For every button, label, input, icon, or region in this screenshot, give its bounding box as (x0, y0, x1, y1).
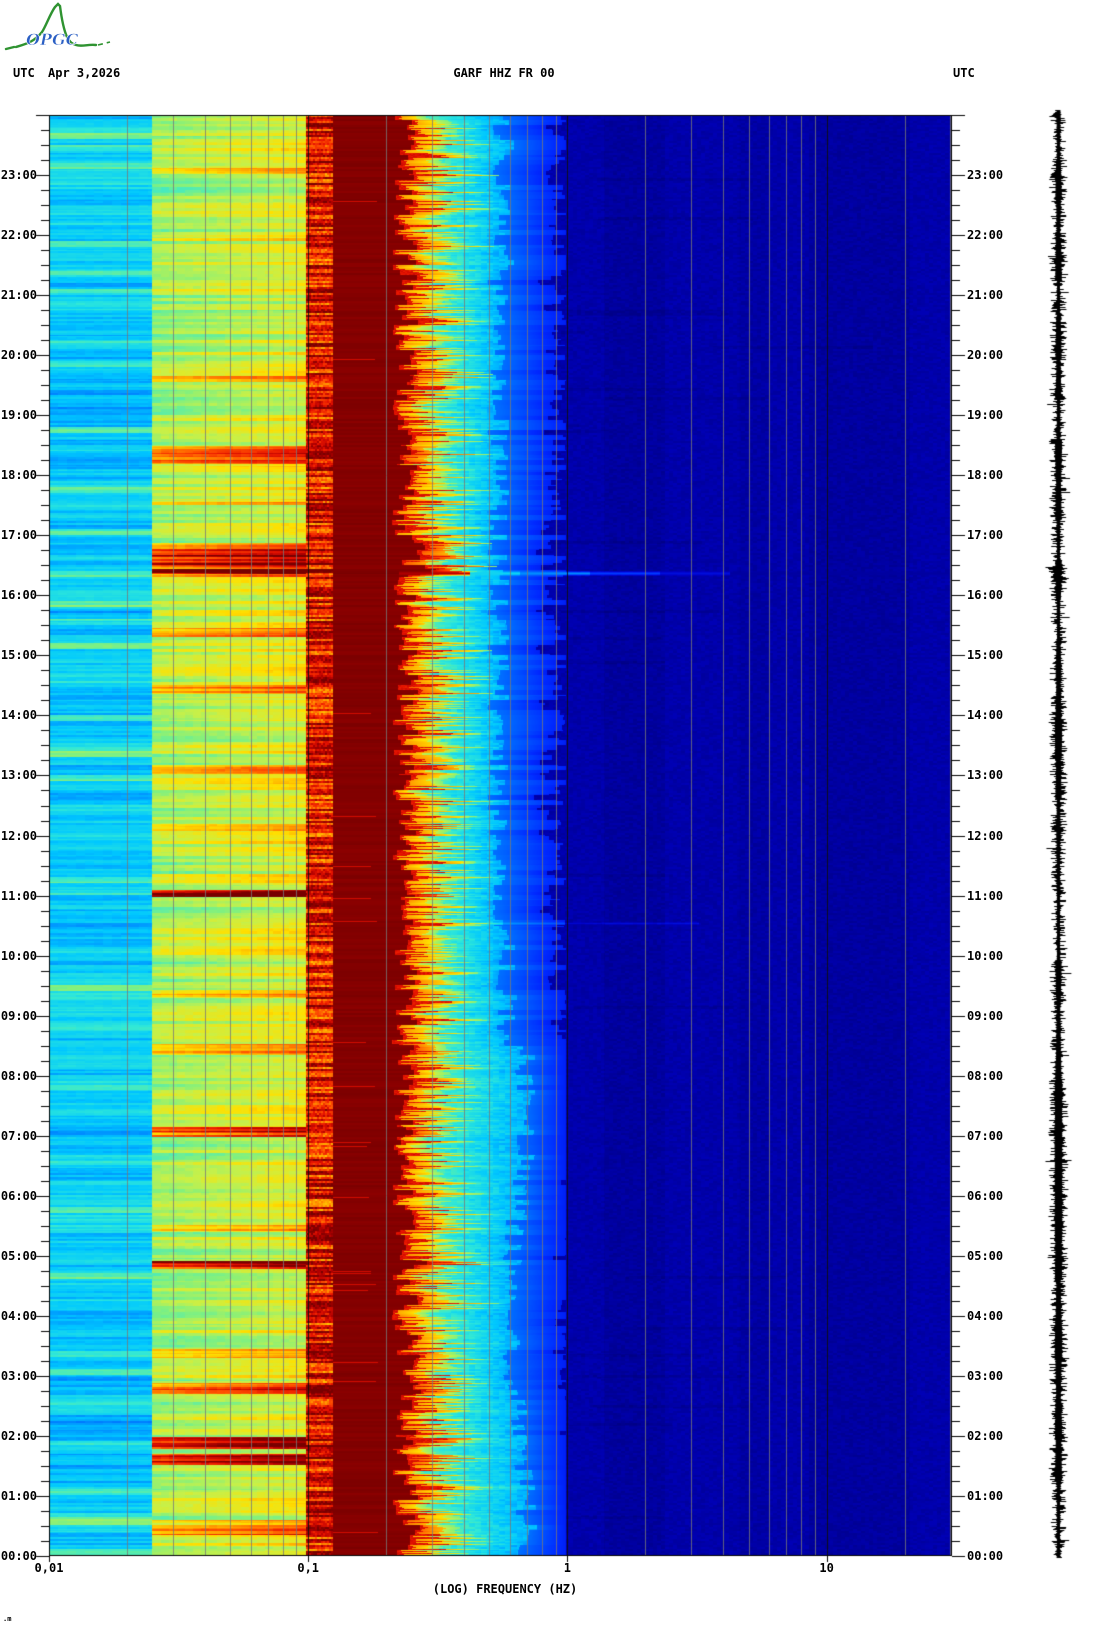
y-axis-label-right: 18:00 (967, 468, 1004, 483)
y-axis-label-right: 06:00 (967, 1188, 1004, 1203)
y-axis-label-right: 09:00 (967, 1008, 1004, 1023)
y-axis-label-left: 22:00 (0, 228, 37, 243)
y-axis-label-left: 12:00 (0, 828, 37, 843)
y-axis-label-right: 00:00 (967, 1549, 1004, 1563)
header-utc-right: UTC (953, 66, 975, 80)
header-date: Apr 3,2026 (48, 66, 121, 80)
y-axis-label-left: 15:00 (0, 648, 37, 663)
y-axis-label-left: 14:00 (0, 708, 37, 723)
y-axis-label-right: 16:00 (967, 588, 1004, 603)
y-axis-label-right: 03:00 (967, 1368, 1004, 1383)
y-axis-label-right: 15:00 (967, 648, 1004, 663)
x-axis-tick-label: 0,01 (34, 1561, 64, 1575)
y-axis-label-right: 13:00 (967, 768, 1004, 783)
y-axis-label-right: 22:00 (967, 228, 1004, 243)
logo-text: OPGC (26, 30, 79, 49)
y-axis-label-left: 08:00 (0, 1068, 37, 1083)
y-axis-label-left: 19:00 (0, 408, 37, 423)
y-axis-label-right: 10:00 (967, 948, 1004, 963)
y-axis-label-right: 23:00 (967, 168, 1004, 183)
y-axis-label-left: 07:00 (0, 1128, 37, 1143)
y-axis-label-left: 03:00 (0, 1368, 37, 1383)
y-axis-label-left: 21:00 (0, 288, 37, 303)
y-axis-label-right: 07:00 (967, 1128, 1004, 1143)
y-axis-label-right: 17:00 (967, 528, 1004, 543)
y-axis-label-left: 16:00 (0, 588, 37, 603)
y-axis-label-right: 04:00 (967, 1308, 1004, 1323)
y-axis-label-left: 00:00 (0, 1549, 37, 1563)
y-axis-label-left: 11:00 (0, 888, 37, 903)
y-axis-label-left: 09:00 (0, 1008, 37, 1023)
y-axis-label-left: 10:00 (0, 948, 37, 963)
corner-mark: .m (3, 1615, 12, 1623)
y-axis-label-right: 01:00 (967, 1488, 1004, 1503)
y-axis-label-right: 21:00 (967, 288, 1004, 303)
y-axis-label-left: 04:00 (0, 1308, 37, 1323)
y-axis-label-left: 06:00 (0, 1188, 37, 1203)
x-axis-tick-label: 1 (563, 1561, 571, 1575)
x-axis-tick-label: 0,1 (297, 1561, 320, 1575)
y-axis-label-right: 19:00 (967, 408, 1004, 423)
y-axis-label-left: 13:00 (0, 768, 37, 783)
y-axis-label-left: 23:00 (0, 168, 37, 183)
y-axis-label-right: 08:00 (967, 1068, 1004, 1083)
y-axis-label-left: 05:00 (0, 1248, 37, 1263)
logo-dash-tail-icon (97, 41, 111, 46)
x-axis-title: (LOG) FREQUENCY (HZ) (432, 1582, 578, 1596)
y-axis-label-right: 20:00 (967, 348, 1004, 363)
y-axis-label-left: 20:00 (0, 348, 37, 363)
y-axis-label-left: 17:00 (0, 528, 37, 543)
y-axis-label-right: 12:00 (967, 828, 1004, 843)
y-axis-label-right: 11:00 (967, 888, 1004, 903)
x-axis-tick-label: 10 (819, 1561, 834, 1575)
y-axis-label-right: 02:00 (967, 1428, 1004, 1443)
y-axis-label-left: 01:00 (0, 1488, 37, 1503)
page-title: GARF HHZ FR 00 (453, 66, 555, 80)
y-axis-label-right: 14:00 (967, 708, 1004, 723)
y-axis-label-right: 05:00 (967, 1248, 1004, 1263)
y-axis-label-left: 18:00 (0, 468, 37, 483)
header-utc-left: UTC (13, 66, 35, 80)
logo-mountain-curve-icon (4, 2, 98, 51)
opgc-logo: OPGC (4, 2, 111, 51)
y-axis-label-left: 02:00 (0, 1428, 37, 1443)
